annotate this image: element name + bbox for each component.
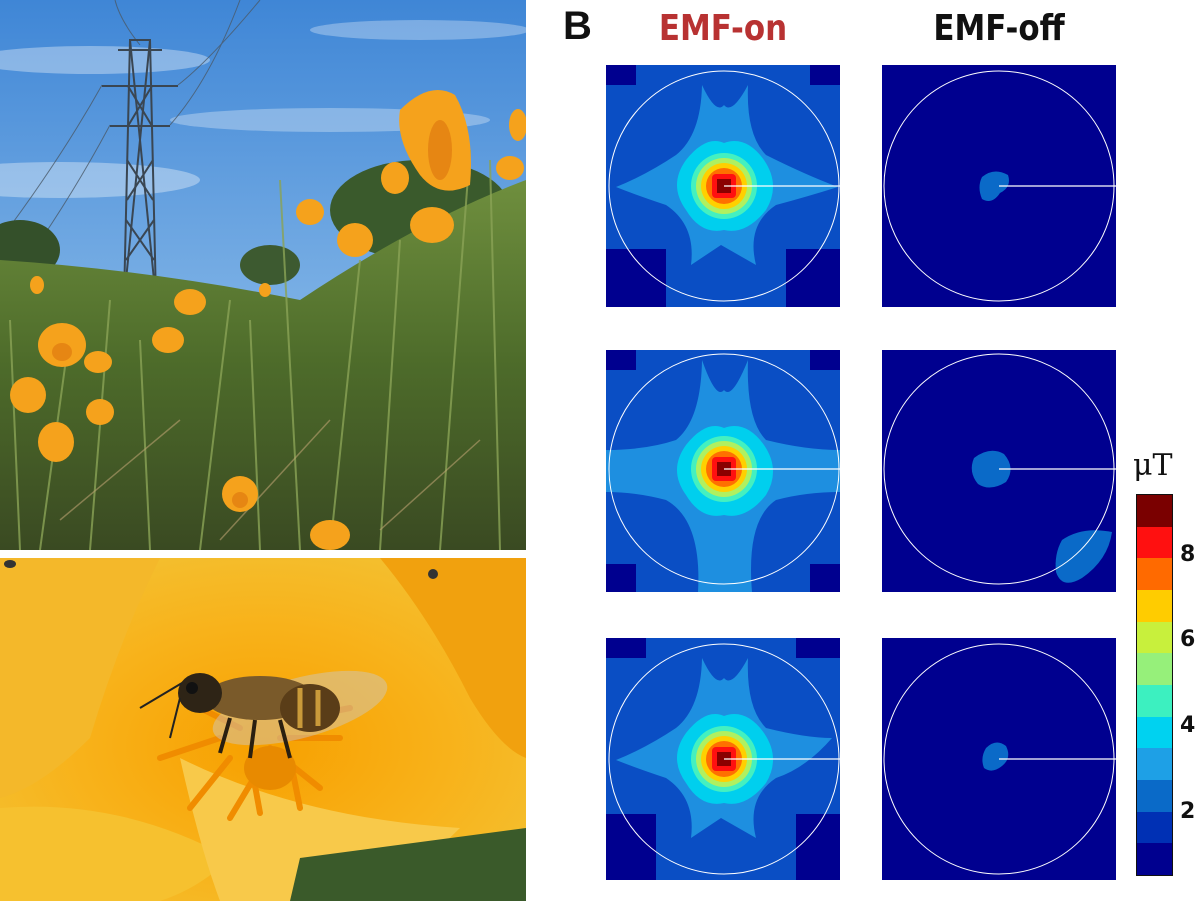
colorbar-segment [1137, 558, 1172, 590]
colorbar-segment [1137, 779, 1172, 812]
column-title-emf-on: EMF-on [658, 8, 788, 49]
colorbar-segment [1137, 495, 1172, 527]
colorbar-segment [1137, 589, 1172, 622]
colorbar-segment [1137, 843, 1172, 875]
field-map-emf-on-3 [606, 638, 840, 880]
colorbar-segment [1137, 811, 1172, 844]
colorbar-tick-label: 8 [1180, 542, 1196, 567]
field-map-emf-off-3 [882, 638, 1116, 880]
colorbar-segment [1137, 748, 1172, 780]
field-map-emf-on-2 [606, 350, 840, 592]
colorbar-segment [1137, 526, 1172, 559]
field-map-emf-on-1 [606, 65, 840, 307]
colorbar-segment [1137, 716, 1172, 749]
colorbar-tick-label: 6 [1180, 627, 1196, 652]
colorbar-unit-label: μT [1133, 448, 1173, 483]
colorbar-segment [1137, 653, 1172, 685]
colorbar [1136, 494, 1173, 876]
bee-icon [139, 670, 388, 759]
panel-label-b: B [563, 4, 592, 48]
poppies-power-line-photo [0, 0, 526, 550]
colorbar-segment [1137, 621, 1172, 654]
colorbar-segment [1137, 684, 1172, 717]
bee-on-poppy-photo [0, 558, 526, 901]
field-map-emf-off-1 [882, 65, 1116, 307]
column-title-emf-off: EMF-off [933, 8, 1065, 49]
field-map-emf-off-2 [882, 350, 1116, 592]
colorbar-tick-label: 4 [1180, 713, 1196, 738]
colorbar-tick-label: 2 [1180, 799, 1196, 824]
